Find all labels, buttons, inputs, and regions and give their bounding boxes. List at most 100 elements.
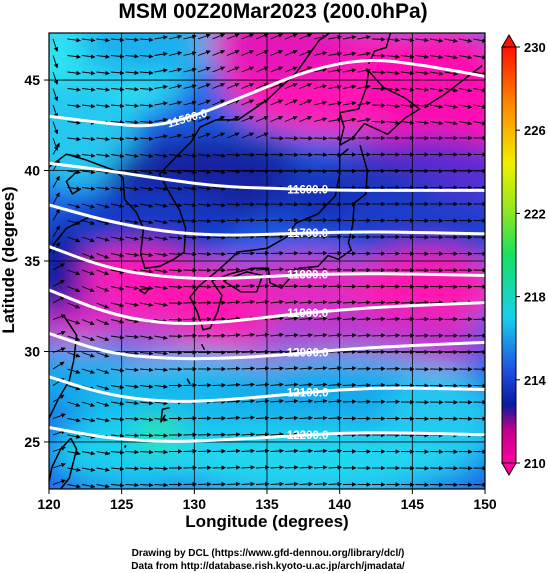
wind-vector [241,99,255,106]
wind-vector [299,365,313,371]
wind-vector [226,448,241,454]
wind-vector [183,34,197,40]
wind-vector [154,219,168,225]
wind-vector [299,82,313,89]
wind-vector [458,54,473,60]
wind-vector [183,251,198,257]
wind-vector [154,417,168,422]
wind-vector [255,132,269,139]
wind-vector [342,382,357,388]
wind-vector [241,465,256,470]
wind-vector [139,219,154,225]
wind-vector [168,84,183,89]
wind-vector [183,84,197,89]
wind-vector [328,299,342,305]
wind-vector [241,398,255,404]
wind-vector [52,192,60,205]
wind-vector [313,365,328,371]
wind-vector [96,203,110,209]
wind-vector [270,349,285,355]
coastline-segment [49,437,72,482]
wind-vector [168,202,183,208]
wind-vector [154,84,168,90]
wind-vector [226,299,241,305]
wind-vector [183,117,197,122]
wind-vector [342,68,357,73]
wind-vector [284,115,298,122]
wind-vector [313,415,328,421]
wind-vector [415,37,429,43]
wind-vector [255,33,269,40]
wind-vector [226,267,241,272]
wind-vector [125,87,140,92]
wind-vector [284,448,299,454]
wind-vector [52,314,66,320]
wind-vector [270,267,285,272]
wind-vector [67,70,81,76]
wind-vector [342,117,357,123]
wind-vector [400,70,415,76]
x-axis: 120 125 130 135 140 145 150 [37,489,497,512]
wind-vector [255,49,269,56]
contour-line [49,426,485,443]
wind-vector [96,368,110,375]
wind-vector [168,133,183,139]
wind-vector [429,71,444,76]
wind-vector [125,285,139,291]
wind-vector [241,481,256,487]
wind-vector [386,54,400,59]
wind-vector [241,299,255,305]
x-tick-label: 150 [473,496,497,512]
wind-vector [110,236,125,242]
wind-vector [458,104,473,109]
wind-vector [299,398,313,404]
coastline-segment [189,278,223,331]
wind-vector [197,83,211,89]
wind-vector [386,316,401,322]
wind-vector [110,54,125,59]
coastline-segment [160,406,170,423]
wind-vector [342,349,357,355]
wind-vector [154,35,168,40]
wind-vector [313,117,328,122]
wind-vector [284,33,298,40]
wind-vector [473,87,485,93]
wind-vector [342,333,357,338]
wind-vector [52,413,66,419]
wind-vector [125,433,140,438]
wind-vector [255,99,269,106]
wind-vectors [52,33,485,489]
wind-vector [226,115,240,122]
wind-vector [67,335,81,342]
wind-vector [110,401,125,406]
wind-vector [473,316,485,322]
wind-vector [52,142,60,155]
wind-vector [328,382,342,387]
colorbar-tick-label: 222 [524,206,546,221]
wind-vector [270,465,285,470]
wind-vector [328,365,342,371]
wind-vector [81,87,96,92]
contour-line [49,375,485,403]
wind-vector [429,316,444,322]
chart-title: MSM 00Z20Mar2023 (200.0hPa) [118,0,427,23]
wind-vector [255,432,270,437]
wind-vector [197,202,212,208]
wind-vector [154,101,168,106]
wind-vector [328,349,342,354]
wind-vector [415,54,429,59]
wind-vector [67,302,81,309]
wind-vector [125,219,139,225]
wind-vector [139,335,154,340]
wind-vector [154,466,169,471]
wind-vector [371,86,386,92]
wind-vector [255,115,269,122]
wind-vector [125,302,139,307]
wind-vector [429,38,444,43]
x-tick-label: 125 [110,496,134,512]
colorbar-tick-label: 210 [524,456,546,471]
wind-vector [81,450,96,456]
wind-vector [154,269,168,274]
wind-vector [255,448,270,454]
wind-vector [67,236,81,243]
